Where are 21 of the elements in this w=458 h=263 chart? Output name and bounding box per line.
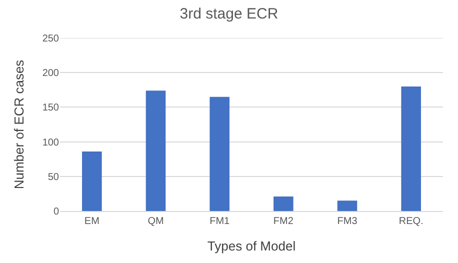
bar bbox=[274, 196, 294, 211]
y-tick-label: 0 bbox=[53, 206, 60, 218]
bar bbox=[337, 200, 358, 211]
bar bbox=[82, 151, 102, 211]
x-axis-title: Types of Model bbox=[207, 238, 296, 254]
y-tick-label: 50 bbox=[48, 172, 60, 183]
x-tick-label: EM bbox=[84, 216, 100, 227]
x-tick-label: REQ. bbox=[398, 216, 424, 227]
y-tick-label: 250 bbox=[42, 34, 60, 44]
x-tick-label: QM bbox=[148, 216, 164, 227]
y-tick-label: 100 bbox=[42, 137, 60, 148]
bar bbox=[210, 96, 230, 211]
y-tick-label: 150 bbox=[42, 102, 60, 114]
y-axis-title: Number of ECR cases bbox=[11, 59, 26, 190]
bar bbox=[146, 90, 166, 211]
chart-title: 3rd stage ECR bbox=[180, 5, 278, 22]
x-tick-label: FM3 bbox=[337, 216, 358, 227]
bar bbox=[401, 86, 421, 211]
x-tick-label: FM1 bbox=[210, 216, 230, 227]
y-tick-label: 200 bbox=[42, 68, 60, 80]
x-tick-label: FM2 bbox=[273, 216, 294, 227]
